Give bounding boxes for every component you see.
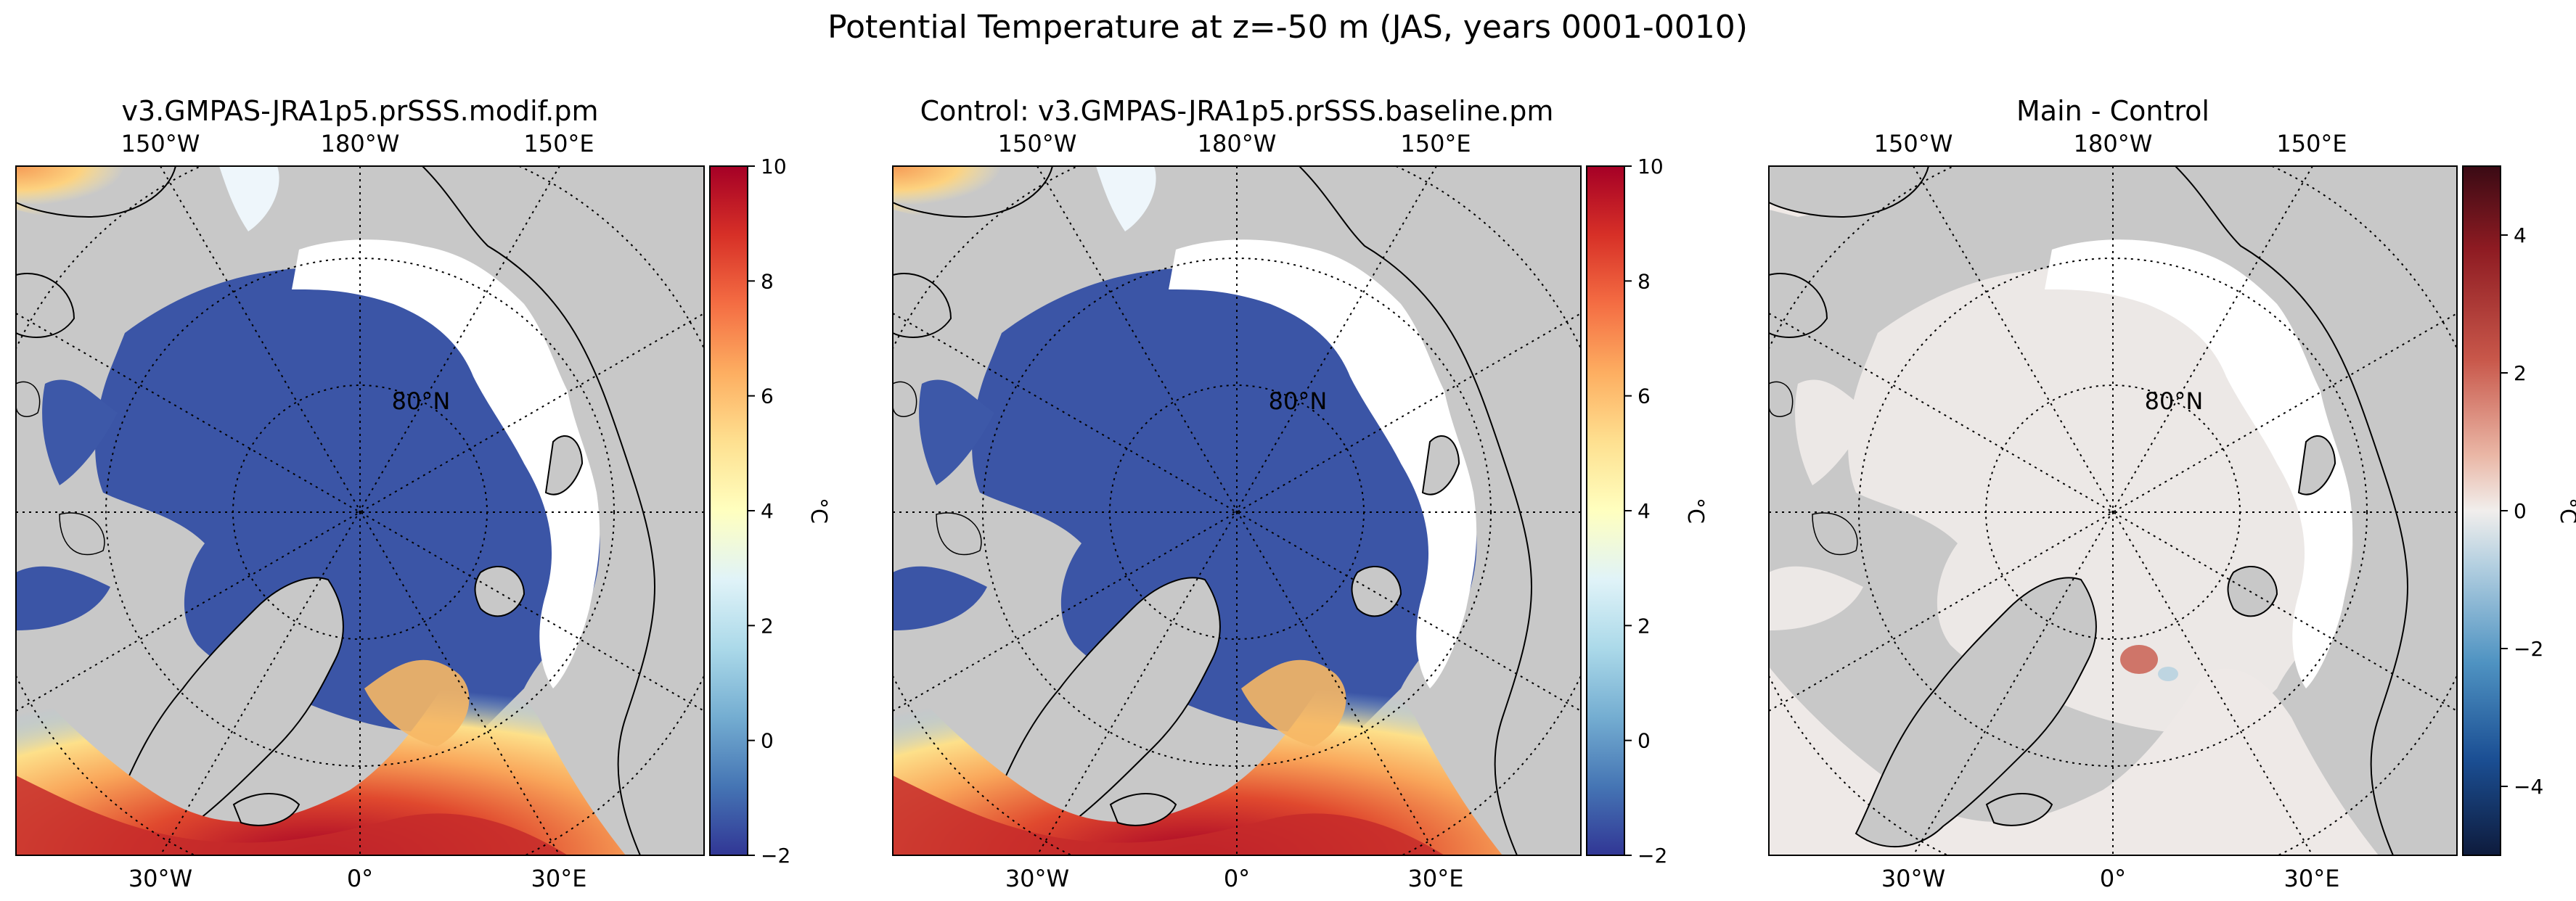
bottom-tick-1: 0° (347, 865, 373, 892)
colorbar-tick-label: 10 (761, 155, 787, 178)
lat-label: 80°N (392, 387, 451, 415)
colorbar-tick-label: 8 (1637, 269, 1651, 293)
colorbar-tick-label: 10 (1637, 155, 1664, 178)
colorbar (709, 165, 748, 856)
colorbar-tick-label: 8 (761, 269, 774, 293)
top-tick-0: 150°W (121, 130, 200, 157)
temperature-field (16, 166, 704, 855)
bottom-tick-2: 30°E (2284, 865, 2340, 892)
temperature-field (893, 166, 1581, 855)
top-tick-2: 150°E (523, 130, 594, 157)
panel-main: v3.GMPAS-JRA1p5.prSSS.modif.pm 80°N 150°… (15, 95, 831, 892)
colorbar-tick-label: 4 (761, 499, 774, 523)
colorbar-tick-label: 2 (761, 614, 774, 638)
colorbar-tick-label: −2 (761, 844, 790, 868)
colorbar-tick-label: −2 (2514, 637, 2543, 661)
colorbar-tick-label: 0 (1637, 729, 1651, 753)
colorbar-tick-label: −2 (1637, 844, 1667, 868)
top-tick-2: 150°E (2276, 130, 2347, 157)
colorbar-label: °C (1682, 498, 1708, 524)
bottom-tick-0: 30°W (1881, 865, 1945, 892)
top-tick-2: 150°E (1400, 130, 1471, 157)
panel-difference: Main - Control 80°N 150°W 180°W 150°E 30… (1768, 95, 2576, 892)
bottom-tick-2: 30°E (1408, 865, 1464, 892)
map-frame (1768, 165, 2458, 856)
colorbar-tick-label: 0 (2514, 499, 2527, 523)
map-frame (15, 165, 705, 856)
colorbar-ticks: 10 8 6 4 2 0 −2 (1624, 155, 1667, 868)
colorbar-label: °C (806, 498, 831, 524)
lat-label: 80°N (1269, 387, 1328, 415)
top-tick-0: 150°W (998, 130, 1077, 157)
colorbar-tick-label: 6 (1637, 384, 1651, 408)
map-frame (892, 165, 1582, 856)
colorbar-tick-label: −4 (2514, 775, 2543, 799)
difference-field (1769, 166, 2457, 855)
colorbar-tick-label: 6 (761, 384, 774, 408)
top-tick-1: 180°W (1198, 130, 1277, 157)
colorbar (1586, 165, 1625, 856)
lat-label: 80°N (2145, 387, 2204, 415)
bottom-tick-1: 0° (2100, 865, 2126, 892)
colorbar-tick-label: 2 (1637, 614, 1651, 638)
panel-title: Main - Control (2016, 95, 2209, 127)
panel-title: v3.GMPAS-JRA1p5.prSSS.modif.pm (122, 95, 599, 127)
bottom-tick-0: 30°W (1005, 865, 1069, 892)
top-tick-1: 180°W (321, 130, 400, 157)
top-tick-1: 180°W (2074, 130, 2153, 157)
bottom-tick-0: 30°W (128, 865, 192, 892)
bottom-tick-1: 0° (1224, 865, 1250, 892)
panel-title: Control: v3.GMPAS-JRA1p5.prSSS.baseline.… (920, 95, 1554, 127)
colorbar-tick-label: 0 (761, 729, 774, 753)
panel-control: Control: v3.GMPAS-JRA1p5.prSSS.baseline.… (892, 95, 1708, 892)
bottom-tick-2: 30°E (531, 865, 587, 892)
colorbar-ticks: 4 2 0 −2 −4 (2501, 223, 2543, 799)
colorbar-tick-label: 4 (2514, 223, 2527, 247)
figure-suptitle: Potential Temperature at z=-50 m (JAS, y… (827, 9, 1748, 46)
colorbar-label: °C (2555, 498, 2576, 524)
colorbar (2462, 165, 2501, 856)
colorbar-tick-label: 2 (2514, 361, 2527, 385)
top-tick-0: 150°W (1874, 130, 1953, 157)
colorbar-tick-label: 4 (1637, 499, 1651, 523)
colorbar-ticks: 10 8 6 4 2 0 −2 (748, 155, 790, 868)
